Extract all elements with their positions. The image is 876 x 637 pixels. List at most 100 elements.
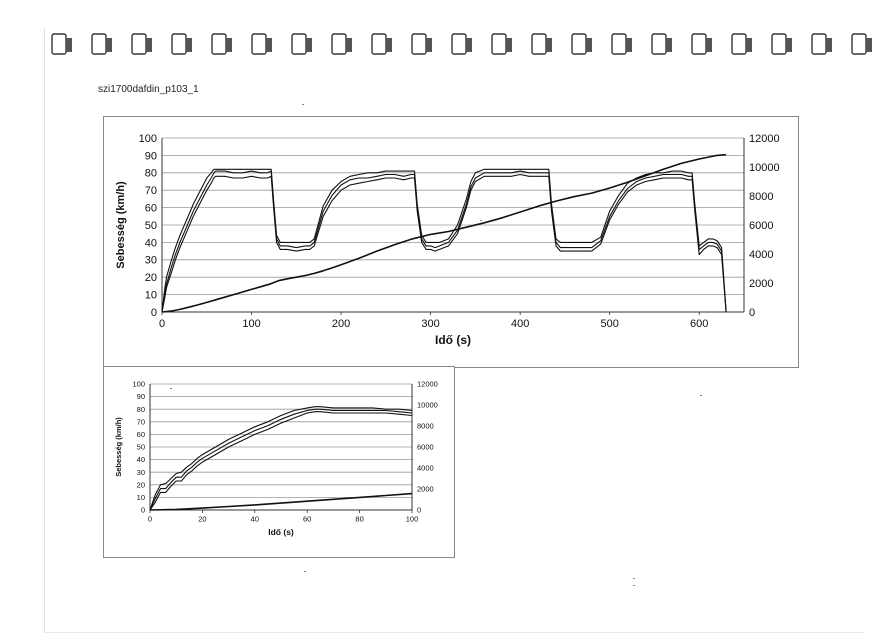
series-line-4 bbox=[149, 492, 413, 511]
scan-speck bbox=[302, 104, 304, 105]
spiral-ring bbox=[131, 33, 147, 55]
spiral-ring-shadow bbox=[586, 38, 592, 52]
y-tick-label: 20 bbox=[145, 272, 157, 284]
y2-tick-label: 12000 bbox=[417, 380, 438, 389]
spiral-ring-shadow bbox=[786, 38, 792, 52]
speed-chart-zoom: 0 10 20 30 40 50 60 70 80 90 100 0 2000 4000 6000 8000 1… bbox=[103, 366, 455, 558]
y-tick-label: 0 bbox=[151, 307, 157, 319]
y-axis-label: Sebesség (km/h) bbox=[114, 417, 123, 477]
spiral-ring-shadow bbox=[346, 38, 352, 52]
y-tick-label: 80 bbox=[145, 168, 157, 180]
spiral-ring bbox=[331, 33, 347, 55]
spiral-ring bbox=[211, 33, 227, 55]
x-tick-label: 80 bbox=[355, 515, 363, 524]
x-tick-label: 500 bbox=[601, 318, 619, 330]
series-line-1 bbox=[149, 408, 413, 511]
y2-tick-label: 2000 bbox=[417, 485, 434, 494]
spiral-ring-shadow bbox=[106, 38, 112, 52]
y-tick-label: 0 bbox=[141, 506, 145, 515]
spiral-ring-shadow bbox=[466, 38, 472, 52]
spiral-ring-shadow bbox=[266, 38, 272, 52]
x-axis-label: Idő (s) bbox=[268, 527, 294, 537]
page-caption: szi1700dafdin_p103_1 bbox=[98, 84, 199, 95]
series-line-1 bbox=[161, 170, 727, 313]
spiral-ring bbox=[91, 33, 107, 55]
spiral-ring bbox=[411, 33, 427, 55]
spiral-ring-shadow bbox=[226, 38, 232, 52]
x-tick-label: 100 bbox=[242, 318, 260, 330]
spiral-ring-shadow bbox=[866, 38, 872, 52]
spiral-ring bbox=[611, 33, 627, 55]
series-line-3 bbox=[161, 173, 727, 313]
spiral-ring-shadow bbox=[306, 38, 312, 52]
y2-tick-label: 8000 bbox=[749, 191, 773, 203]
spiral-ring bbox=[51, 33, 67, 55]
spiral-ring-shadow bbox=[746, 38, 752, 52]
spiral-ring-shadow bbox=[186, 38, 192, 52]
y2-tick-label: 4000 bbox=[417, 464, 434, 473]
y-tick-label: 60 bbox=[137, 430, 145, 439]
y2-tick-label: 0 bbox=[749, 307, 755, 319]
x-tick-label: 100 bbox=[406, 515, 419, 524]
spiral-ring-shadow bbox=[426, 38, 432, 52]
spiral-ring bbox=[571, 33, 587, 55]
y-tick-label: 100 bbox=[139, 133, 157, 145]
spiral-ring-shadow bbox=[66, 38, 72, 52]
spiral-binding bbox=[51, 33, 872, 55]
y-tick-label: 50 bbox=[137, 443, 145, 452]
y-axis-label: Sebesség (km/h) bbox=[115, 181, 127, 269]
spiral-ring-shadow bbox=[506, 38, 512, 52]
y2-tick-label: 4000 bbox=[749, 249, 773, 261]
y-tick-label: 40 bbox=[137, 455, 145, 464]
speed-chart-zoom-svg: 0102030405060708090100020004000600080001… bbox=[114, 380, 438, 537]
y2-tick-label: 0 bbox=[417, 506, 421, 515]
scan-speck bbox=[700, 395, 702, 396]
spiral-ring bbox=[651, 33, 667, 55]
spiral-ring bbox=[451, 33, 467, 55]
y-tick-label: 80 bbox=[137, 405, 145, 414]
x-tick-label: 20 bbox=[198, 515, 206, 524]
spiral-ring bbox=[491, 33, 507, 55]
scan-speck bbox=[170, 388, 172, 389]
x-tick-label: 400 bbox=[511, 318, 529, 330]
spiral-ring bbox=[811, 33, 827, 55]
series-line-3 bbox=[149, 411, 413, 511]
scan-speck bbox=[480, 220, 482, 221]
y2-tick-label: 10000 bbox=[749, 162, 780, 174]
spiral-ring-shadow bbox=[386, 38, 392, 52]
y-tick-label: 10 bbox=[145, 289, 157, 301]
spiral-ring-shadow bbox=[546, 38, 552, 52]
x-axis-label: Idő (s) bbox=[435, 333, 471, 347]
y2-tick-label: 6000 bbox=[749, 220, 773, 232]
x-tick-label: 40 bbox=[251, 515, 259, 524]
speed-chart-full-svg: 0102030405060708090100020004000600080001… bbox=[115, 133, 780, 347]
y-tick-label: 30 bbox=[137, 468, 145, 477]
x-tick-label: 600 bbox=[690, 318, 708, 330]
series-line-4 bbox=[161, 153, 727, 313]
y-tick-label: 50 bbox=[145, 220, 157, 232]
y-tick-label: 90 bbox=[145, 150, 157, 162]
x-tick-label: 0 bbox=[148, 515, 152, 524]
spiral-ring bbox=[771, 33, 787, 55]
y-tick-label: 100 bbox=[132, 380, 145, 389]
y-tick-label: 20 bbox=[137, 480, 145, 489]
series-line-2 bbox=[161, 168, 727, 313]
spiral-ring-shadow bbox=[826, 38, 832, 52]
y-tick-label: 10 bbox=[137, 493, 145, 502]
speed-chart-full: 0 10 20 30 40 50 60 70 80 90 100 0 2000 4000 6000 8000 1… bbox=[103, 116, 799, 368]
y2-tick-label: 8000 bbox=[417, 422, 434, 431]
spiral-ring bbox=[691, 33, 707, 55]
scan-speck bbox=[304, 571, 306, 572]
spiral-ring-shadow bbox=[666, 38, 672, 52]
scan-speck bbox=[633, 578, 635, 579]
y-tick-label: 70 bbox=[137, 417, 145, 426]
spiral-ring-shadow bbox=[146, 38, 152, 52]
y-tick-label: 30 bbox=[145, 255, 157, 267]
y2-tick-label: 2000 bbox=[749, 278, 773, 290]
series-line-2 bbox=[149, 406, 413, 511]
spiral-ring bbox=[171, 33, 187, 55]
x-tick-label: 60 bbox=[303, 515, 311, 524]
spiral-ring bbox=[291, 33, 307, 55]
y-tick-label: 40 bbox=[145, 237, 157, 249]
spiral-ring bbox=[531, 33, 547, 55]
